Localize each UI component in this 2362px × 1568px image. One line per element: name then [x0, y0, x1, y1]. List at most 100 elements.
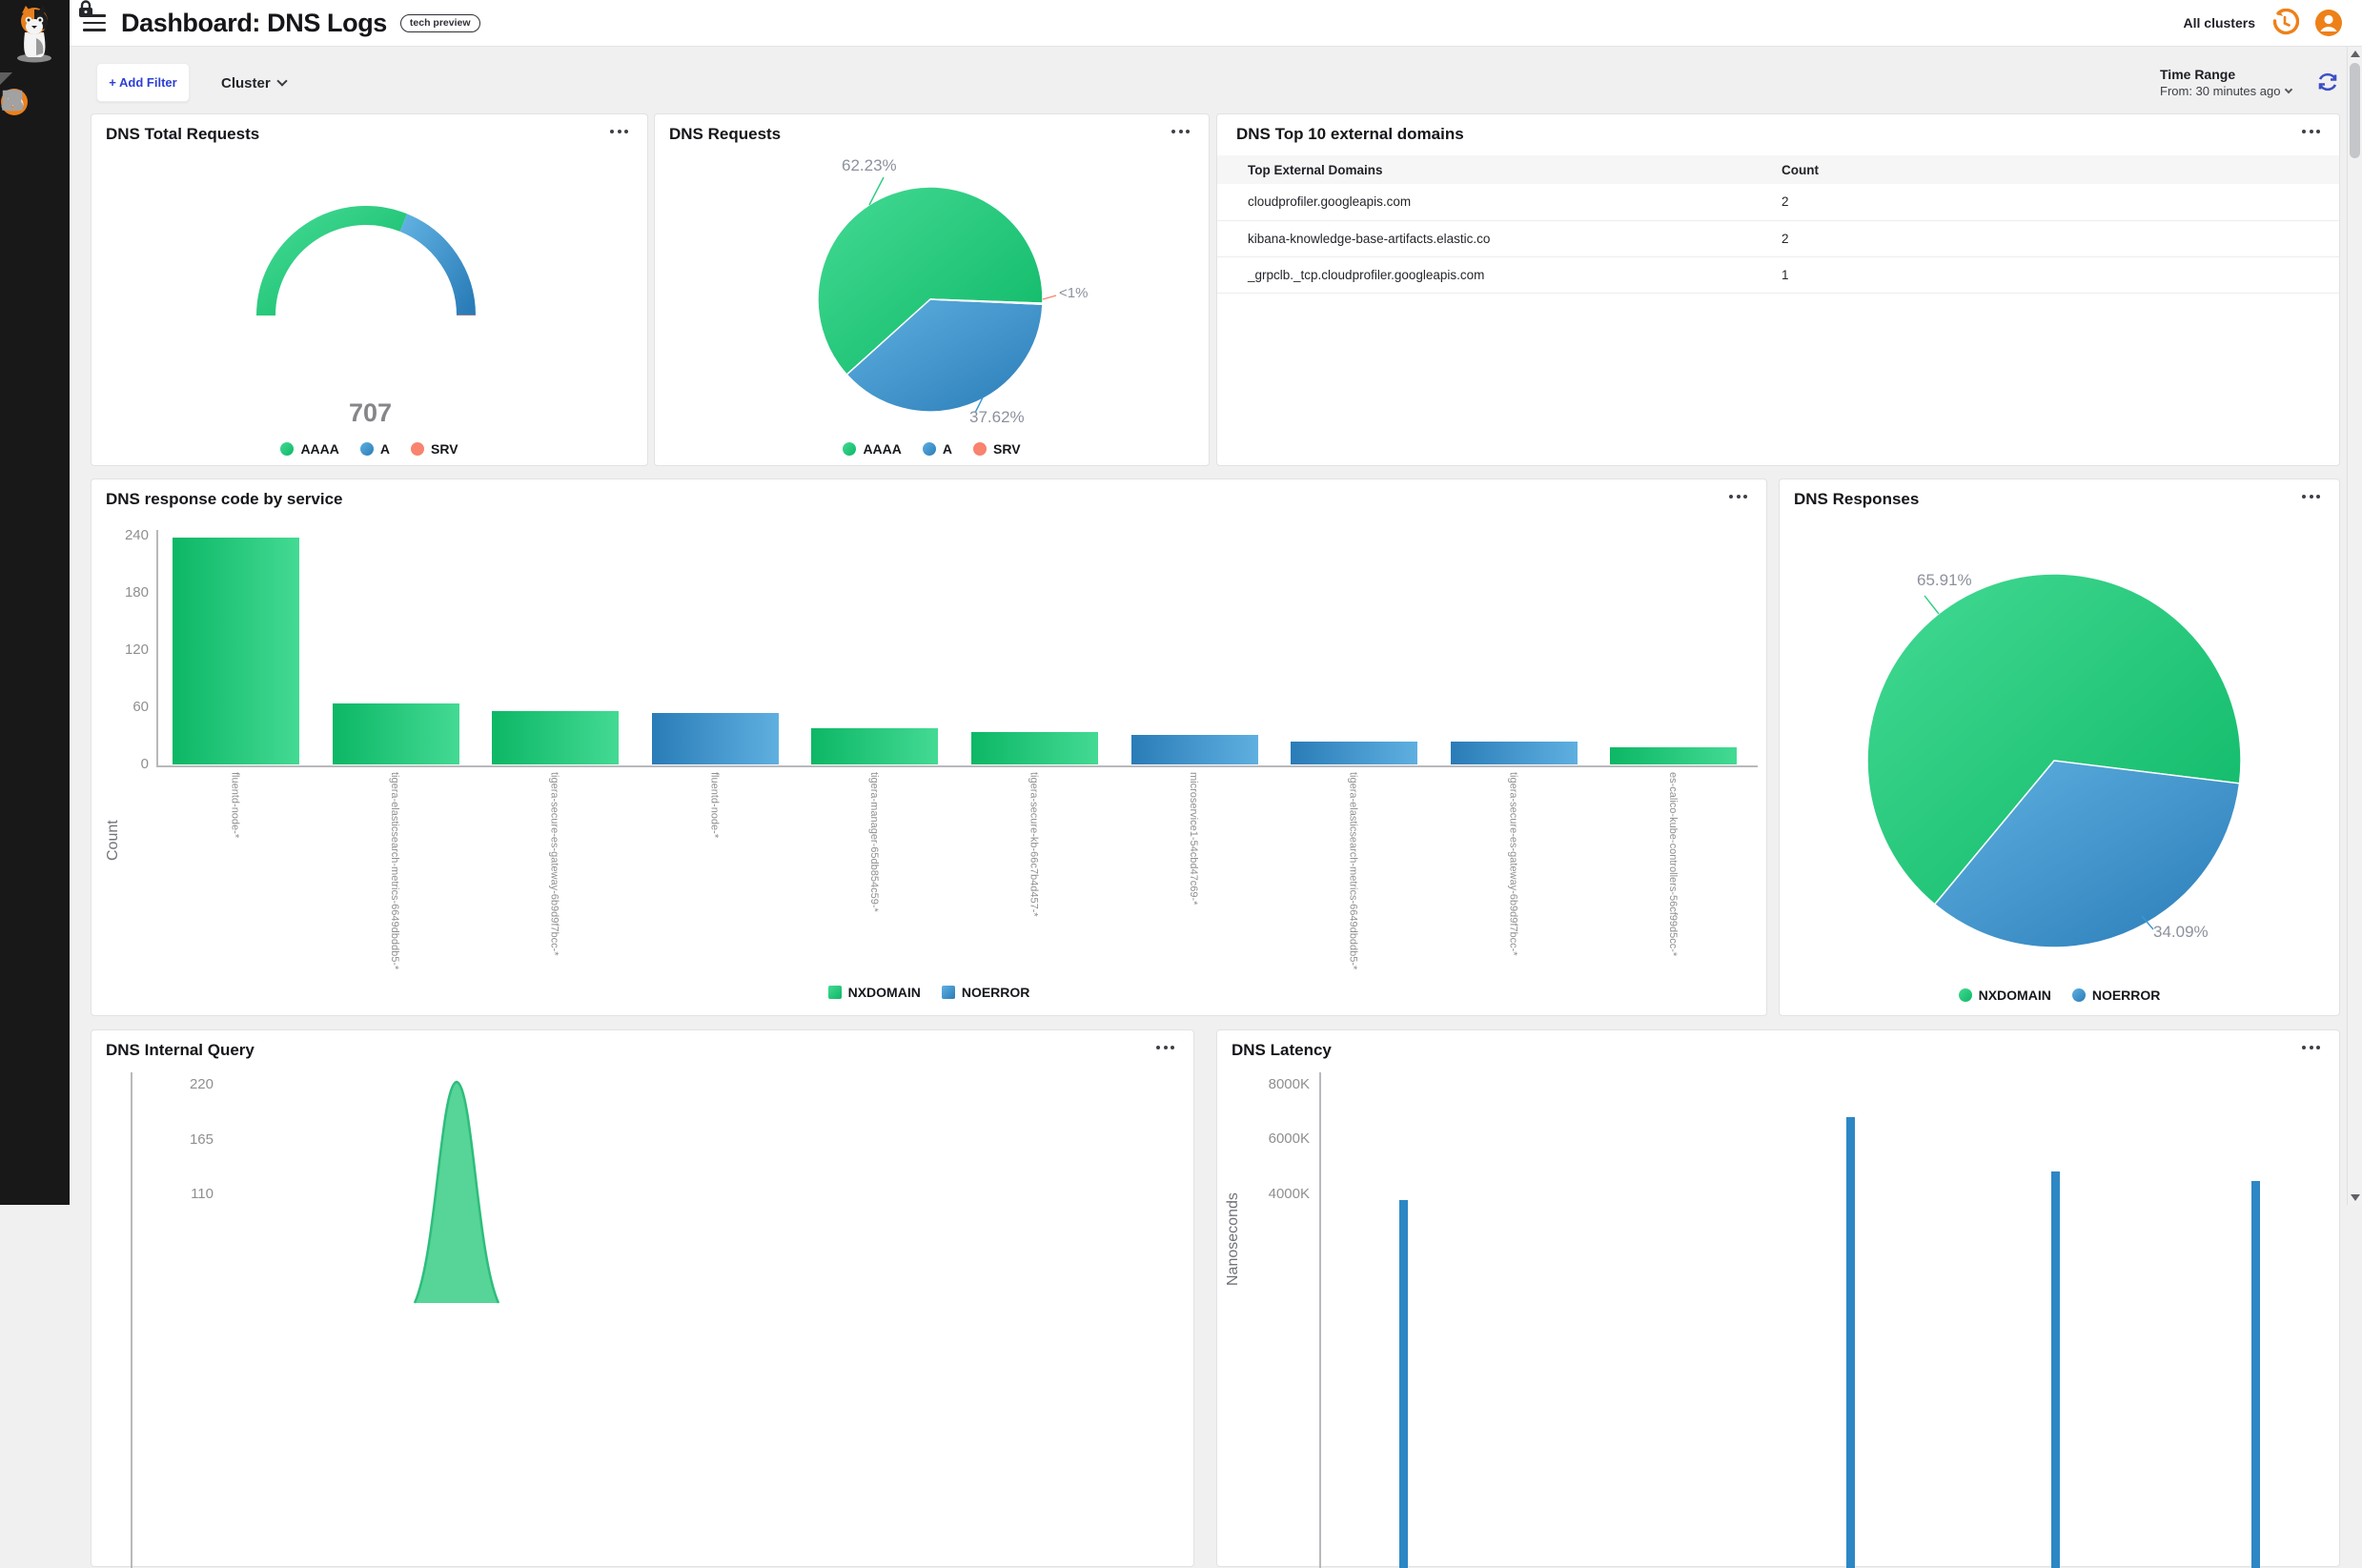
header-right-group: All clusters — [2184, 9, 2362, 37]
sidebar-item-statistics[interactable] — [21, 408, 50, 437]
chevron-down-icon — [276, 75, 287, 86]
gauge-value: 707 — [92, 398, 649, 428]
legend-item[interactable]: NOERROR — [942, 985, 1030, 1000]
legend-label: NOERROR — [962, 985, 1030, 1000]
sidebar-item-service-graph[interactable] — [21, 133, 50, 162]
table-cell: 2 — [1782, 220, 2339, 256]
panel-dns-top-domains: DNS Top 10 external domains Top External… — [1216, 113, 2340, 466]
add-filter-button[interactable]: + Add Filter — [96, 63, 190, 102]
legend-label: SRV — [431, 441, 458, 457]
pie-slice-label: 37.62% — [969, 408, 1025, 427]
bar[interactable] — [652, 713, 779, 764]
sidebar-item-compliance-reports[interactable] — [21, 362, 50, 391]
chart-legend: NXDOMAIN NOERROR — [92, 985, 1766, 1000]
legend-label: A — [943, 441, 952, 457]
time-range-value: From: 30 minutes ago — [2160, 84, 2280, 98]
legend-swatch — [828, 986, 842, 999]
top-header: Dashboard: DNS Logs tech preview All clu… — [70, 0, 2362, 47]
sidebar-item-clusters[interactable] — [21, 316, 50, 345]
y-tick: 120 — [111, 641, 149, 658]
legend-item[interactable]: NOERROR — [2072, 988, 2161, 1003]
calico-cat-logo[interactable] — [10, 4, 59, 63]
legend-item[interactable]: AAAA — [843, 441, 901, 457]
bar[interactable] — [1610, 747, 1737, 764]
bar[interactable] — [1451, 742, 1578, 764]
table-cell: cloudprofiler.googleapis.com — [1217, 184, 1782, 220]
bar[interactable] — [173, 538, 299, 764]
panel-dns-response-code: DNS response code by service Count NXDOM… — [91, 479, 1767, 1016]
table-row: _grpclb._tcp.cloudprofiler.googleapis.co… — [1217, 256, 2339, 293]
y-tick: 6000K — [1262, 1130, 1310, 1147]
column-header: Count — [1782, 155, 2339, 184]
y-tick: 240 — [111, 527, 149, 543]
sidebar-item-policies[interactable] — [21, 179, 50, 208]
sidebar-item-network-topology[interactable] — [21, 271, 50, 299]
panel-dns-internal-query: DNS Internal Query 220 165 110 — [91, 1029, 1194, 1567]
all-clusters-selector[interactable]: All clusters — [2184, 15, 2255, 31]
y-axis-label: Count — [105, 718, 122, 861]
latency-bar[interactable] — [1399, 1200, 1408, 1568]
lock-icon — [78, 0, 93, 18]
legend-item[interactable]: AAAA — [280, 441, 338, 457]
cluster-dropdown-label: Cluster — [221, 75, 271, 92]
bar[interactable] — [492, 711, 619, 764]
bar[interactable] — [1131, 735, 1258, 764]
legend-item[interactable]: A — [923, 441, 952, 457]
sidebar — [0, 0, 70, 1205]
refresh-icon[interactable] — [2316, 71, 2339, 93]
user-avatar-icon[interactable] — [2314, 9, 2343, 37]
x-category-label: tigera-elasticsearch-metrics-6649dbddb5-… — [1348, 772, 1359, 969]
panel-dns-latency: DNS Latency 8000K 6000K 4000K Nanosecond… — [1216, 1029, 2340, 1567]
panel-menu-icon[interactable] — [2298, 126, 2324, 137]
latency-bar[interactable] — [2051, 1171, 2060, 1568]
history-icon[interactable] — [2270, 9, 2299, 37]
scroll-up-arrow[interactable] — [2351, 51, 2360, 57]
table-cell: 1 — [1782, 256, 2339, 293]
panel-menu-icon[interactable] — [2298, 1042, 2324, 1053]
sidebar-item-threat-defense[interactable] — [21, 499, 50, 528]
latency-bar[interactable] — [2251, 1181, 2260, 1568]
scroll-down-arrow[interactable] — [2351, 1194, 2360, 1201]
column-header: Top External Domains — [1217, 155, 1782, 184]
panel-menu-icon[interactable] — [1725, 491, 1751, 502]
sidebar-item-trends[interactable] — [21, 454, 50, 482]
sidebar-item-flow-visualizations[interactable] — [21, 225, 50, 254]
scrollbar-thumb[interactable] — [2350, 63, 2360, 158]
legend-item[interactable]: SRV — [973, 441, 1021, 457]
time-range-selector[interactable]: Time Range From: 30 minutes ago — [2160, 67, 2291, 98]
bar[interactable] — [811, 728, 938, 764]
x-category-label: tigera-secure-es-gateway-6b9d9f7bcc-* — [549, 772, 560, 956]
legend-swatch — [923, 442, 936, 456]
cluster-dropdown[interactable]: Cluster — [221, 72, 286, 93]
y-axis-line — [1319, 1072, 1321, 1568]
y-tick: 8000K — [1262, 1076, 1310, 1092]
tech-preview-badge: tech preview — [400, 14, 480, 32]
table-cell: kibana-knowledge-base-artifacts.elastic.… — [1217, 220, 1782, 256]
x-category-label: tigera-secure-es-gateway-6b9d9f7bcc-* — [1507, 772, 1518, 956]
sidebar-nav — [0, 88, 70, 528]
latency-bar[interactable] — [1846, 1117, 1855, 1568]
vertical-scrollbar[interactable] — [2347, 47, 2362, 1205]
top-domains-table: Top External Domains Count cloudprofiler… — [1217, 155, 2339, 294]
bar[interactable] — [971, 732, 1098, 764]
legend-swatch — [1959, 988, 1972, 1002]
legend-item[interactable]: NXDOMAIN — [828, 985, 921, 1000]
table-row: kibana-knowledge-base-artifacts.elastic.… — [1217, 220, 2339, 256]
legend-item[interactable]: SRV — [411, 441, 458, 457]
x-category-label: fluentd-node-* — [230, 772, 241, 838]
pie-slice-label: <1% — [1059, 285, 1088, 301]
legend-swatch — [411, 442, 424, 456]
legend-item[interactable]: NXDOMAIN — [1959, 988, 2051, 1003]
bar[interactable] — [1291, 742, 1417, 764]
sidebar-item-dashboard[interactable] — [21, 88, 50, 116]
legend-item[interactable]: A — [360, 441, 390, 457]
y-tick: 4000K — [1262, 1186, 1310, 1202]
chevron-down-icon — [2285, 85, 2292, 92]
table-cell: 2 — [1782, 184, 2339, 220]
x-category-label: tigera-manager-65db854c59-* — [868, 772, 880, 912]
bar[interactable] — [333, 703, 459, 764]
panel-title: DNS Latency — [1232, 1041, 1332, 1060]
